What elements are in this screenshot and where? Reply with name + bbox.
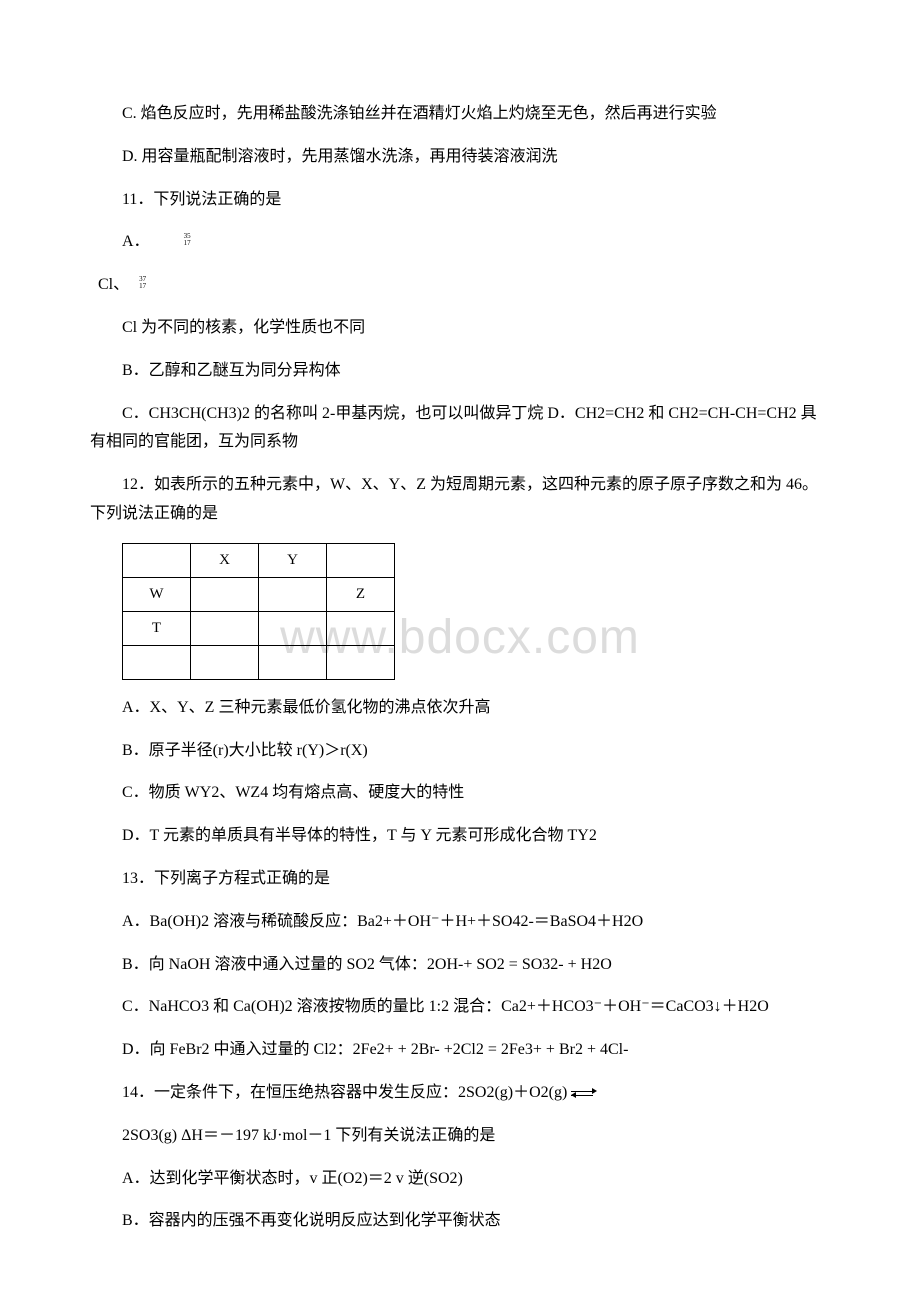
q13-option-b: B．向 NaOH 溶液中通入过量的 SO2 气体：2OH-+ SO2 = SO3…	[90, 951, 830, 980]
document-body: C. 焰色反应时，先用稀盐酸洗涤铂丝并在酒精灯火焰上灼烧至无色，然后再进行实验 …	[90, 100, 830, 1236]
q14-option-b: B．容器内的压强不再变化说明反应达到化学平衡状态	[90, 1207, 830, 1236]
cell	[191, 611, 259, 645]
mass-bot-2: 17	[131, 283, 146, 290]
isotope-mass-1: 3517	[152, 233, 191, 247]
q12-option-c: C．物质 WY2、WZ4 均有熔点高、硬度大的特性	[90, 779, 830, 808]
q11a-prefix: A．	[122, 233, 150, 250]
q13-option-d: D．向 FeBr2 中通入过量的 Cl2：2Fe2+ + 2Br- +2Cl2 …	[90, 1036, 830, 1065]
q11-option-a-line1: A．3517	[90, 228, 830, 257]
cell	[259, 577, 327, 611]
q13-option-a: A．Ba(OH)2 溶液与稀硫酸反应：Ba2+＋OH⁻＋H+＋SO42-＝BaS…	[90, 908, 830, 937]
q10-option-c: C. 焰色反应时，先用稀盐酸洗涤铂丝并在酒精灯火焰上灼烧至无色，然后再进行实验	[90, 100, 830, 129]
cell: W	[123, 577, 191, 611]
q12-option-d: D．T 元素的单质具有半导体的特性，T 与 Y 元素可形成化合物 TY2	[90, 822, 830, 851]
q11-option-a-line1b: Cl、3717	[90, 271, 830, 300]
cell	[191, 577, 259, 611]
q14-text: 14．一定条件下，在恒压绝热容器中发生反应：2SO2(g)＋O2(g)	[122, 1084, 571, 1101]
q14-stem-line2: 2SO3(g) ΔH＝－197 kJ·mol－1 下列有关说法正确的是	[90, 1122, 830, 1151]
q12-option-b: B．原子半径(r)大小比较 r(Y)＞r(X)	[90, 737, 830, 766]
q12-stem: 12．如表所示的五种元素中，W、X、Y、Z 为短周期元素，这四种元素的原子原子序…	[90, 471, 830, 529]
periodic-table-fragment: X Y W Z T	[122, 543, 395, 680]
q14-option-a: A．达到化学平衡状态时，v 正(O2)＝2 v 逆(SO2)	[90, 1165, 830, 1194]
cell	[123, 543, 191, 577]
table-row: T	[123, 611, 395, 645]
cell: X	[191, 543, 259, 577]
table-row	[123, 645, 395, 679]
table-row: X Y	[123, 543, 395, 577]
cell	[327, 611, 395, 645]
isotope-mass-2: 3717	[131, 276, 146, 290]
q13-option-c: C．NaHCO3 和 Ca(OH)2 溶液按物质的量比 1:2 混合：Ca2+＋…	[90, 993, 830, 1022]
q12-option-a: A．X、Y、Z 三种元素最低价氢化物的沸点依次升高	[90, 694, 830, 723]
q13-stem: 13．下列离子方程式正确的是	[90, 865, 830, 894]
cell	[327, 645, 395, 679]
cl-text: Cl、	[98, 276, 129, 293]
q11-stem: 11．下列说法正确的是	[90, 186, 830, 215]
q10-option-d: D. 用容量瓶配制溶液时，先用蒸馏水洗涤，再用待装溶液润洗	[90, 143, 830, 172]
q11-option-cd: C．CH3CH(CH3)2 的名称叫 2-甲基丙烷，也可以叫做异丁烷 D．CH2…	[90, 400, 830, 458]
cell	[259, 611, 327, 645]
q11-option-a-line2: Cl 为不同的核素，化学性质也不同	[90, 314, 830, 343]
table-row: W Z	[123, 577, 395, 611]
q14-stem-line1: 14．一定条件下，在恒压绝热容器中发生反应：2SO2(g)＋O2(g)	[90, 1079, 830, 1108]
cell: Y	[259, 543, 327, 577]
cell: Z	[327, 577, 395, 611]
cell	[123, 645, 191, 679]
cell: T	[123, 611, 191, 645]
cell	[327, 543, 395, 577]
cell	[259, 645, 327, 679]
q11-option-b: B．乙醇和乙醚互为同分异构体	[90, 357, 830, 386]
cell	[191, 645, 259, 679]
mass-bot: 17	[152, 240, 191, 247]
